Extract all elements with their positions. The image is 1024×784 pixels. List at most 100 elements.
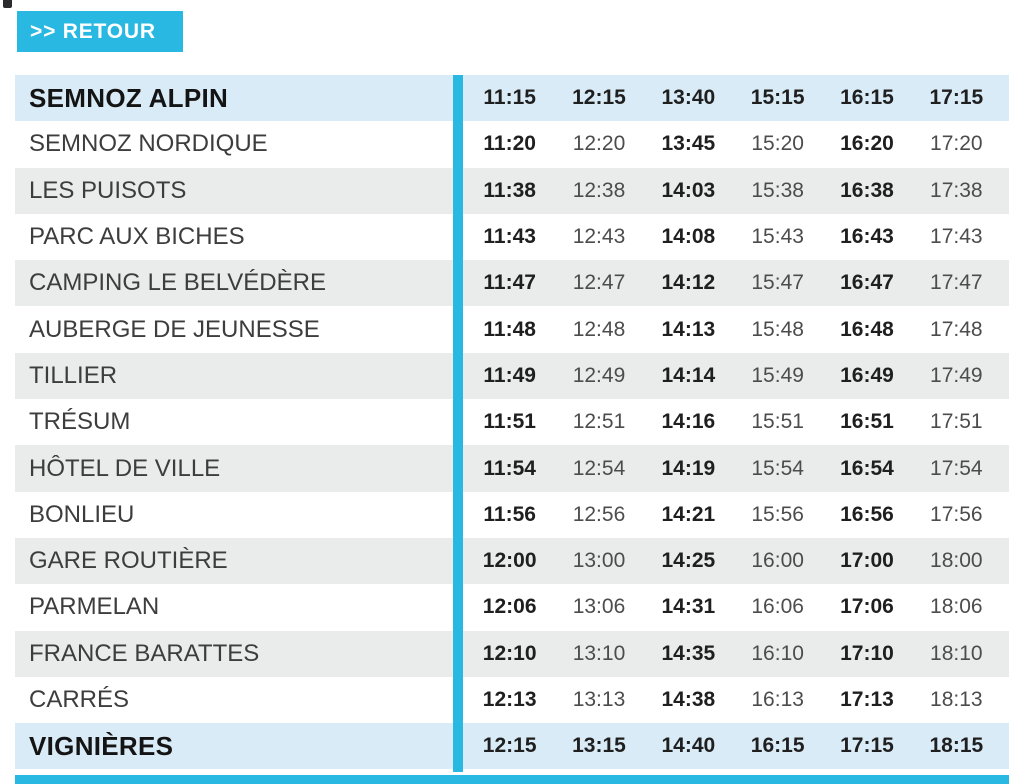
time-cell: 15:56	[751, 502, 804, 526]
stop-name: PARMELAN	[29, 593, 160, 621]
time-cell: 15:51	[751, 410, 804, 434]
time-cell: 13:06	[572, 595, 626, 619]
time-cell: 18:10	[930, 641, 983, 665]
time-cell: 11:51	[483, 410, 536, 434]
table-row: TILLIER 11:49 12:49 14:14 15:49 16:49 17:49	[15, 352, 1009, 400]
table-row: PARMELAN 12:06 13:06 14:31 16:06 17:06 18:06	[15, 584, 1009, 631]
table-row: GARE ROUTIÈRE 12:00 13:00 14:25 16:00 17:00 18…	[15, 537, 1009, 585]
time-cell: 16:06	[751, 595, 804, 619]
time-cell: 16:47	[840, 271, 894, 295]
time-cell: 13:40	[661, 86, 716, 110]
table-row: HÔTEL DE VILLE 11:54 12:54 14:19 15:54 16:54 1…	[15, 445, 1009, 492]
time-cell: 17:47	[930, 271, 983, 295]
time-cell: 15:49	[751, 363, 804, 387]
time-cell: 15:15	[750, 86, 805, 110]
time-cell: 14:38	[661, 688, 716, 711]
time-cell: 17:06	[840, 595, 894, 619]
time-cell: 11:54	[483, 456, 536, 480]
stop-name: HÔTEL DE VILLE	[29, 454, 221, 482]
stop-name: SEMNOZ NORDIQUE	[29, 130, 268, 158]
time-cell: 14:13	[661, 317, 716, 341]
time-cell: 16:51	[840, 410, 894, 434]
time-cell: 18:15	[929, 734, 984, 758]
stop-name: LES PUISOTS	[29, 176, 187, 204]
time-cell: 14:21	[661, 502, 716, 526]
time-cell: 17:10	[840, 641, 894, 665]
time-cell: 16:43	[840, 225, 894, 249]
stop-name: BONLIEU	[29, 500, 135, 528]
time-cell: 17:15	[929, 86, 984, 110]
table-row: LES PUISOTS 11:38 12:38 14:03 15:38 16:38 17:3…	[15, 167, 1009, 214]
time-cell: 17:20	[930, 132, 983, 156]
time-cell: 12:10	[482, 641, 537, 665]
time-cell: 12:00	[482, 549, 537, 573]
stop-name: TILLIER	[29, 361, 118, 389]
time-cell: 17:48	[930, 317, 983, 341]
timetable: SEMNOZ ALPIN 11:15 12:15 13:40 15:15 16:15 17:…	[15, 75, 1009, 772]
table-row: CARRÉS 12:13 13:13 14:38 16:13 17:13 18:13	[15, 676, 1009, 724]
table-row: AUBERGE DE JEUNESSE 11:48 12:48 14:13 15:48 1…	[15, 306, 1009, 353]
time-cell: 16:10	[751, 641, 804, 665]
time-cell: 14:31	[661, 595, 716, 619]
table-row: TRÉSUM 11:51 12:51 14:16 15:51 16:51 17:51	[15, 399, 1009, 446]
time-cell: 14:35	[661, 641, 716, 665]
time-cell: 14:14	[661, 363, 716, 387]
time-cell: 12:20	[572, 132, 626, 156]
stop-name: SEMNOZ ALPIN	[29, 82, 229, 113]
time-cell: 12:48	[572, 317, 626, 341]
stop-name: FRANCE BARATTES	[29, 639, 260, 667]
time-cell: 12:56	[572, 502, 626, 526]
time-cell: 13:10	[572, 641, 626, 665]
table-row: CAMPING LE BELVÉDÈRE 11:47 12:47 14:12 15:47…	[15, 260, 1009, 307]
time-cell: 16:13	[751, 688, 804, 711]
stop-name: CAMPING LE BELVÉDÈRE	[29, 269, 326, 297]
time-cell: 13:00	[572, 549, 626, 573]
time-cell: 12:06	[482, 595, 537, 619]
time-cell: 12:51	[572, 410, 626, 434]
time-cell: 14:08	[661, 225, 716, 249]
time-cell: 13:45	[661, 132, 716, 156]
time-cell: 16:48	[840, 317, 894, 341]
time-cell: 14:19	[661, 456, 716, 480]
time-cell: 17:15	[840, 734, 894, 758]
time-cell: 17:51	[930, 410, 983, 434]
time-cell: 11:43	[483, 225, 536, 249]
time-cell: 11:49	[483, 363, 536, 387]
table-row: FRANCE BARATTES 12:10 13:10 14:35 16:10 17:10…	[15, 630, 1009, 677]
retour-button[interactable]: >> RETOUR	[17, 11, 183, 52]
time-cell: 14:40	[661, 734, 716, 758]
table-row: SEMNOZ NORDIQUE 11:20 12:20 13:45 15:20 16:20…	[15, 121, 1009, 168]
time-cell: 14:25	[661, 549, 716, 573]
time-cell: 17:54	[930, 456, 983, 480]
time-cell: 15:48	[751, 317, 804, 341]
time-cell: 16:56	[840, 502, 894, 526]
time-cell: 12:15	[482, 734, 537, 758]
time-cell: 17:38	[930, 178, 983, 202]
time-cell: 14:16	[661, 410, 716, 434]
time-cell: 15:47	[751, 271, 804, 295]
time-cell: 13:15	[572, 734, 626, 758]
corner-artifact-mark	[3, 0, 12, 8]
stop-name: TRÉSUM	[29, 408, 131, 436]
stop-name: AUBERGE DE JEUNESSE	[29, 315, 320, 343]
time-cell: 12:49	[572, 363, 626, 387]
time-cell: 14:12	[661, 271, 716, 295]
time-cell: 16:15	[840, 86, 894, 110]
time-cell: 12:13	[482, 688, 537, 711]
time-cell: 18:06	[930, 595, 983, 619]
time-cell: 18:13	[930, 688, 983, 711]
time-cell: 11:20	[483, 132, 536, 156]
time-cell: 12:38	[572, 178, 626, 202]
time-cell: 15:54	[751, 456, 804, 480]
time-cell: 17:49	[930, 363, 983, 387]
time-cell: 18:00	[930, 549, 983, 573]
table-divider-bar	[453, 75, 463, 772]
time-cell: 16:20	[840, 132, 894, 156]
time-cell: 16:54	[840, 456, 894, 480]
table-row: PARC AUX BICHES 11:43 12:43 14:08 15:43 16:43…	[15, 213, 1009, 261]
time-cell: 16:15	[750, 734, 805, 758]
time-cell: 16:00	[751, 549, 804, 573]
time-cell: 15:20	[751, 132, 804, 156]
time-cell: 17:43	[930, 225, 983, 249]
time-cell: 14:03	[661, 178, 716, 202]
